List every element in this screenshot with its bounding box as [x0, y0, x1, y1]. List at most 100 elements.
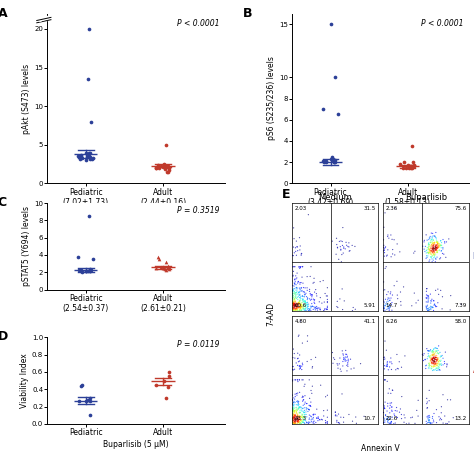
Point [291, 300, 298, 308]
Point [383, 347, 390, 354]
Point [432, 356, 439, 363]
Point [295, 289, 302, 296]
Point [309, 382, 316, 390]
Point [435, 243, 443, 250]
Point [433, 362, 441, 369]
Point [433, 244, 440, 251]
Point [357, 360, 365, 367]
Point [297, 419, 304, 426]
Point [298, 418, 306, 425]
Point [289, 354, 297, 361]
Point [306, 411, 313, 419]
Point [314, 414, 322, 422]
Point [292, 390, 300, 397]
Point [434, 249, 441, 256]
Point [425, 292, 432, 299]
Point [319, 277, 327, 284]
Point [304, 303, 311, 310]
Point [388, 419, 395, 427]
Point [432, 362, 440, 369]
Point [82, 267, 90, 274]
Point [291, 304, 298, 312]
Point [298, 412, 306, 419]
Point [428, 245, 435, 252]
Point [289, 295, 297, 303]
Point [424, 350, 432, 357]
Point [423, 288, 430, 295]
Point [290, 366, 297, 373]
Point [430, 297, 438, 304]
Point [328, 349, 336, 356]
Point [410, 290, 418, 297]
Point [291, 407, 298, 414]
Point [86, 394, 93, 401]
Point [289, 376, 296, 383]
Point [292, 401, 300, 408]
Point [303, 307, 310, 314]
Point [436, 255, 444, 262]
Point [289, 406, 296, 414]
Point [301, 381, 309, 388]
Point [434, 345, 441, 352]
Point [308, 390, 316, 397]
Point [428, 243, 436, 250]
Point [305, 406, 312, 413]
Point [299, 359, 306, 367]
Point [332, 74, 339, 81]
Point [388, 403, 396, 410]
Point [426, 235, 433, 242]
Point [430, 237, 438, 244]
Point [289, 408, 297, 415]
Point [386, 400, 394, 407]
Point [301, 298, 309, 305]
Point [293, 418, 301, 425]
Point [290, 301, 297, 308]
Point [299, 288, 307, 295]
Point [292, 413, 300, 420]
Point [434, 364, 441, 372]
Point [291, 408, 298, 415]
Point [434, 239, 442, 246]
Point [305, 418, 313, 425]
Point [288, 304, 296, 312]
Point [294, 362, 301, 369]
Point [314, 307, 321, 314]
Point [164, 168, 171, 175]
Point [382, 411, 389, 419]
Point [431, 245, 438, 252]
Point [332, 409, 339, 416]
Point [386, 364, 393, 371]
Point [433, 352, 440, 359]
Point [296, 288, 303, 295]
Point [324, 306, 331, 313]
Point [292, 419, 299, 427]
Point [165, 165, 173, 172]
Point [428, 363, 436, 370]
Point [301, 392, 309, 399]
Point [423, 291, 430, 299]
Point [394, 295, 401, 302]
Point [295, 419, 302, 426]
Point [428, 358, 436, 365]
Point [301, 409, 308, 416]
Point [86, 267, 94, 274]
Point [292, 294, 300, 301]
Point [292, 359, 300, 367]
Point [293, 285, 301, 292]
Point [431, 243, 439, 250]
Point [432, 287, 439, 294]
Point [77, 268, 85, 275]
Point [431, 363, 439, 370]
Point [77, 382, 85, 389]
Point [438, 360, 445, 368]
Point [162, 394, 170, 401]
Point [313, 405, 320, 413]
Point [431, 252, 438, 259]
Point [425, 362, 433, 369]
Point [289, 417, 297, 424]
Point [289, 294, 296, 301]
Point [152, 264, 160, 272]
Point [384, 418, 392, 425]
Point [339, 242, 346, 249]
Text: Annexin V: Annexin V [361, 444, 400, 451]
